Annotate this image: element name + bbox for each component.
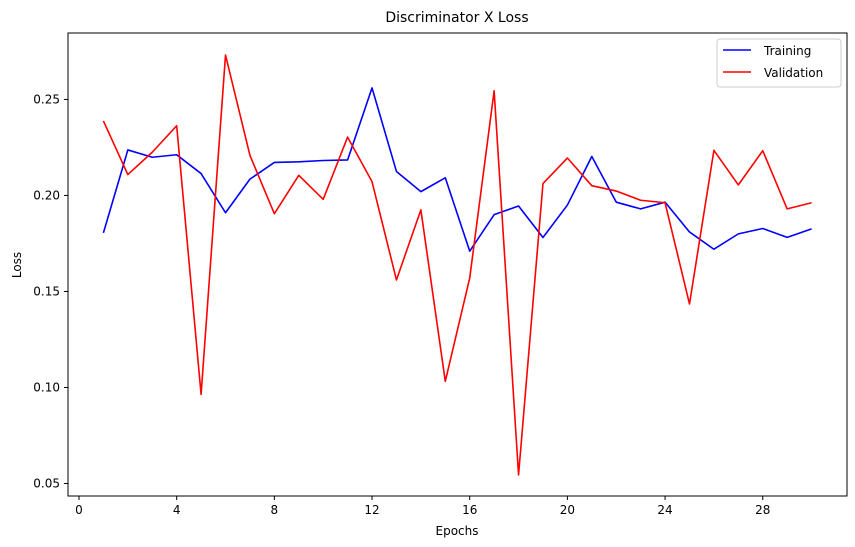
x-tick-label: 8 [271,503,279,517]
series-line-validation [102,54,812,476]
x-tick-label: 12 [364,503,379,517]
plot-area [67,32,848,497]
y-tick-label: 0.25 [33,92,60,106]
chart-title: Discriminator X Loss [385,10,528,26]
legend-label-training: Training [763,44,811,58]
x-tick-label: 20 [560,503,575,517]
x-axis-title: Epochs [436,524,479,538]
x-tick-label: 28 [755,503,770,517]
x-tick-label: 24 [657,503,672,517]
y-tick-label: 0.10 [33,380,60,394]
legend-box [716,38,842,88]
x-tick-label: 4 [173,503,181,517]
y-tick-label: 0.20 [33,188,60,202]
plot-frame [67,32,848,497]
series-line-training [102,87,812,252]
y-tick-label: 0.15 [33,284,60,298]
y-tick-label: 0.05 [33,477,60,491]
y-axis: 0.05 0.10 0.15 0.20 0.25 [33,92,68,491]
legend: Training Validation [716,38,842,88]
x-tick-label: 16 [462,503,477,517]
x-tick-label: 0 [75,503,83,517]
series-layer [102,54,812,476]
legend-label-validation: Validation [764,66,823,80]
x-axis: 0 4 8 12 16 20 24 28 [75,496,770,517]
y-axis-title: Loss [10,252,24,278]
